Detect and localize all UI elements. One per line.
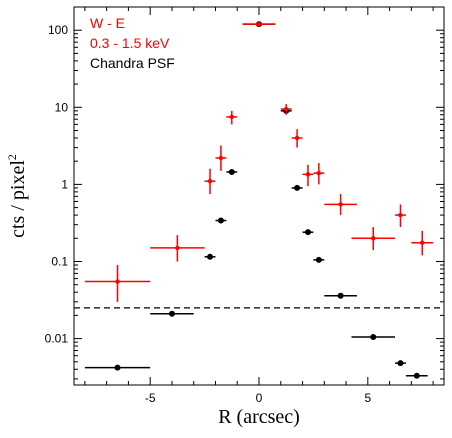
psf-point bbox=[313, 256, 325, 263]
x-tick-label: 5 bbox=[364, 391, 371, 405]
marker bbox=[284, 106, 289, 112]
data-point bbox=[204, 168, 216, 195]
marker bbox=[115, 279, 120, 284]
x-tick-label: 0 bbox=[256, 391, 263, 405]
data-point bbox=[313, 162, 325, 185]
tick-layer: -5 0 5 0.01 0.1 1 10 100 bbox=[45, 6, 444, 405]
x-tick-label: -5 bbox=[145, 391, 156, 405]
marker bbox=[256, 21, 262, 27]
data-point bbox=[150, 235, 205, 262]
x-axis-title: R (arcsec) bbox=[218, 406, 300, 428]
y-tick-label: 10 bbox=[55, 100, 69, 114]
marker bbox=[228, 168, 235, 175]
marker bbox=[217, 217, 224, 224]
marker bbox=[397, 360, 404, 367]
data-series bbox=[84, 21, 434, 302]
marker bbox=[294, 184, 301, 191]
y-tick-label: 0.01 bbox=[45, 332, 69, 346]
marker bbox=[305, 172, 311, 177]
legend-entry: W - E bbox=[90, 15, 125, 31]
marker bbox=[294, 135, 300, 141]
data-point bbox=[324, 194, 357, 216]
legend-entry: Chandra PSF bbox=[90, 55, 175, 71]
data-layer bbox=[84, 21, 434, 379]
marker bbox=[229, 114, 234, 120]
marker bbox=[315, 256, 322, 263]
y-tick-label: 0.1 bbox=[51, 254, 68, 268]
marker bbox=[168, 310, 175, 317]
marker bbox=[413, 372, 420, 379]
psf-point bbox=[150, 310, 194, 317]
psf-point bbox=[84, 364, 151, 371]
marker bbox=[420, 240, 425, 245]
psf-point bbox=[226, 168, 238, 175]
psf-point bbox=[302, 229, 314, 236]
y-axis-title: cts / pixel2 bbox=[5, 154, 29, 238]
marker bbox=[337, 292, 344, 299]
data-point bbox=[395, 204, 406, 228]
data-point bbox=[215, 145, 227, 171]
psf-point bbox=[405, 372, 428, 379]
marker bbox=[371, 236, 376, 241]
marker bbox=[316, 170, 322, 176]
marker bbox=[370, 333, 377, 340]
marker bbox=[114, 364, 121, 371]
data-point bbox=[291, 129, 303, 148]
marker bbox=[218, 155, 224, 161]
marker bbox=[175, 245, 180, 251]
legend: W - E 0.3 - 1.5 keV Chandra PSF bbox=[90, 15, 175, 71]
data-point bbox=[280, 104, 292, 115]
psf-point bbox=[324, 292, 357, 299]
data-point bbox=[411, 230, 434, 256]
data-point bbox=[226, 110, 238, 125]
data-point bbox=[84, 265, 151, 302]
y-axis-title-main: cts / pixel bbox=[7, 160, 29, 238]
psf-point bbox=[395, 360, 406, 367]
legend-entry: 0.3 - 1.5 keV bbox=[90, 35, 170, 51]
y-tick-label: 1 bbox=[61, 177, 68, 191]
marker bbox=[398, 212, 403, 218]
psf-series bbox=[84, 21, 428, 379]
marker bbox=[338, 202, 343, 207]
marker bbox=[304, 229, 311, 236]
psf-point bbox=[351, 333, 396, 340]
psf-point bbox=[291, 184, 303, 191]
data-point bbox=[351, 227, 396, 251]
psf-point bbox=[215, 217, 227, 224]
data-point bbox=[242, 21, 276, 28]
y-tick-label: 100 bbox=[48, 23, 68, 37]
y-axis-title-superscript: 2 bbox=[5, 154, 19, 160]
data-point bbox=[302, 164, 314, 187]
psf-point bbox=[204, 253, 216, 260]
marker bbox=[207, 179, 213, 184]
marker bbox=[207, 253, 214, 260]
